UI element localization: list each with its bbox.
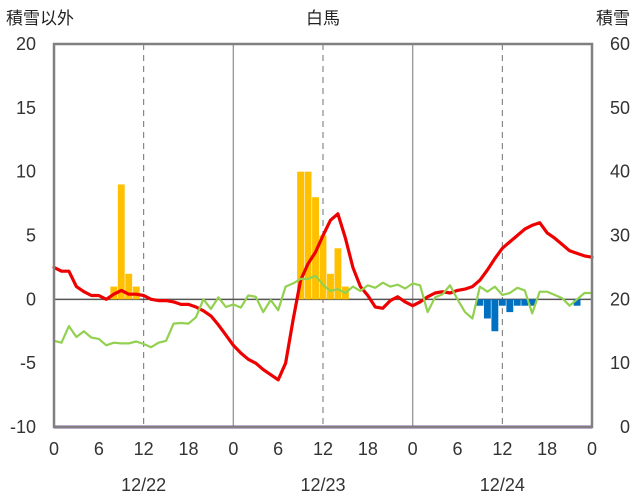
x-tick-label-hour: 18: [358, 439, 378, 459]
x-tick-label-hour: 6: [273, 439, 283, 459]
precipitation-bar: [125, 273, 133, 300]
snow_change-bar: [476, 299, 484, 306]
snow_change-bar: [483, 299, 491, 319]
plot-border: [52, 42, 594, 429]
x-tick-label-hour: 0: [587, 439, 597, 459]
y-tick-label-left: 5: [26, 226, 36, 246]
y-axis-label-right: 積雪: [596, 9, 630, 29]
chart-title: 白馬: [306, 9, 340, 29]
x-tick-label-hour: 6: [94, 439, 104, 459]
precipitation-bar: [327, 273, 334, 300]
y-tick-label-left: -5: [20, 353, 36, 373]
y-tick-label-right: 0: [620, 417, 630, 437]
x-tick-label-hour: 18: [178, 439, 198, 459]
x-date-label: 12/23: [300, 475, 345, 495]
snow_depth-line: [52, 274, 594, 349]
x-tick-label-hour: 0: [228, 439, 238, 459]
y-tick-label-left: 15: [16, 98, 36, 118]
precipitation-bar: [117, 184, 125, 300]
plot-frame: [52, 42, 594, 429]
y-axis-label-left: 積雪以外: [6, 9, 74, 29]
y-tick-label-left: 10: [16, 162, 36, 182]
x-tick-label-hour: 12: [492, 439, 512, 459]
x-tick-label-hour: 12: [134, 439, 154, 459]
y-tick-label-left: 0: [26, 289, 36, 309]
y-tick-label-right: 40: [610, 162, 630, 182]
x-tick-label-hour: 12: [313, 439, 333, 459]
y-tick-label-left: -10: [10, 417, 36, 437]
x-tick-label-hour: 0: [49, 439, 59, 459]
snow_change-bar: [498, 299, 506, 306]
y-tick-label-left: 20: [16, 34, 36, 54]
snow_change-bar: [573, 299, 581, 306]
x-tick-label-hour: 18: [537, 439, 557, 459]
x-tick-label-hour: 6: [452, 439, 462, 459]
y-tick-label-right: 20: [610, 289, 630, 309]
y-tick-label-right: 60: [610, 34, 630, 54]
line-series: [52, 212, 594, 382]
precipitation-bar: [304, 171, 312, 300]
snow_change-bar: [528, 299, 536, 306]
precipitation-bar: [297, 171, 305, 300]
snow_change-bar: [491, 299, 499, 332]
snow_change-bar: [506, 299, 514, 313]
y-tick-label-right: 50: [610, 98, 630, 118]
x-date-label: 12/22: [121, 475, 166, 495]
snow_change-bar: [521, 299, 529, 306]
x-date-label: 12/24: [480, 475, 525, 495]
precipitation-bar: [334, 248, 342, 300]
y-tick-label-right: 10: [610, 353, 630, 373]
snow_change-bar: [513, 299, 521, 306]
precipitation-bar: [319, 235, 327, 300]
temperature-line: [52, 212, 594, 382]
y-tick-label-right: 30: [610, 226, 630, 246]
x-tick-label-hour: 0: [408, 439, 418, 459]
